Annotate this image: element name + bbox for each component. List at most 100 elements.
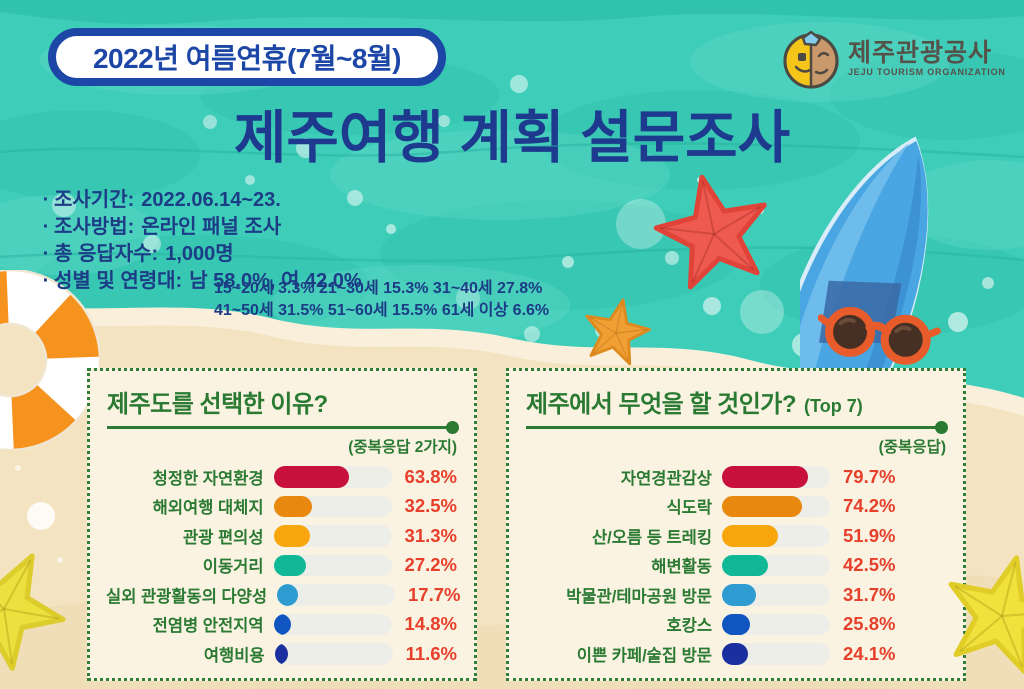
bar-track: [722, 495, 830, 517]
bar-value: 25.8%: [843, 613, 896, 635]
bar-fill: [273, 495, 312, 517]
title-underline-dot: [935, 421, 948, 434]
bar-row: 호캉스 25.8%: [526, 613, 946, 636]
bar-fill: [273, 525, 311, 547]
bar-fill: [273, 466, 349, 488]
chart-title-row: 제주에서 무엇을 할 것인가? (Top 7): [526, 384, 946, 419]
sand-circles: [15, 437, 63, 563]
bar-label: 청정한 자연환경: [152, 469, 264, 488]
chart-title-suffix: (Top 7): [804, 396, 863, 416]
chart-title: 제주도를 선택한 이유?: [107, 391, 328, 418]
surfboard-patch: [819, 280, 902, 343]
bar-fill: [722, 525, 779, 547]
bar-label: 관광 편의성: [183, 528, 264, 547]
bar-value: 14.8%: [404, 613, 457, 635]
bullet: ·: [42, 243, 50, 265]
bar-fill: [277, 584, 298, 606]
sunglasses: [818, 306, 941, 365]
bar-value: 31.7%: [843, 583, 896, 605]
bar-label: 여행비용: [203, 646, 265, 665]
bar-fill: [722, 495, 803, 517]
bar-row: 해외여행 대체지 32.5%: [107, 495, 457, 518]
bar-value: 63.8%: [404, 465, 457, 487]
bar-value: 11.6%: [405, 642, 457, 664]
page-title: 제주여행 계획 설문조사: [233, 106, 791, 170]
survey-info: · 조사기간: 2022.06.14~23. · 조사방법: 온라인 패널 조사…: [38, 183, 362, 292]
bar-label: 박물관/테마공원 방문: [566, 587, 712, 606]
info-value: 2022.06.14~23.: [141, 189, 281, 211]
bar-label: 이동거리: [202, 558, 264, 577]
bar-track: [273, 554, 392, 576]
bar-value: 31.3%: [404, 524, 457, 546]
info-label: 조사기간:: [54, 189, 135, 211]
org-logo: 제주관광공사 JEJU TOURISM ORGANIZATION: [782, 29, 1006, 89]
period-badge-label: 2022년 여름연휴(7월~8월): [92, 43, 402, 74]
info-value: 1,000명: [165, 243, 234, 265]
bar-row: 청정한 자연환경 63.8%: [107, 466, 457, 488]
bar-fill: [273, 613, 291, 635]
title-underline: [526, 421, 948, 434]
info-label: 성별 및 연령대:: [54, 270, 183, 292]
bullet: ·: [42, 270, 50, 292]
bar-value: 17.7%: [408, 583, 461, 605]
sea-wave-band: [0, 0, 1024, 25]
bar-row: 전염병 안전지역 14.8%: [107, 613, 457, 636]
bar-label: 호캉스: [666, 617, 712, 636]
bar-label: 해외여행 대체지: [152, 499, 264, 518]
bar-value: 32.5%: [404, 495, 457, 517]
bar-track: [273, 525, 392, 547]
bar-track: [722, 584, 830, 606]
starfish-red: [653, 174, 767, 290]
title-underline-dot: [446, 421, 459, 434]
bar-fill: [722, 554, 768, 576]
bar-value: 79.7%: [843, 465, 896, 487]
bar-row: 산/오름 등 트레킹 51.9%: [526, 525, 946, 547]
starfish-yellow-left: [0, 553, 66, 671]
chart-title: 제주에서 무엇을 할 것인가?: [526, 391, 797, 418]
bar-label: 이쁜 카페/술집 방문: [576, 646, 712, 665]
survey-info-line: · 총 응답자수: 1,000명: [38, 237, 362, 265]
bar-row: 여행비용 11.6%: [107, 643, 457, 665]
info-label: 총 응답자수:: [54, 243, 159, 265]
age-breakdown-line: 15~20세 3.3% 21~30세 15.3% 31~40세 27.8%: [214, 280, 543, 297]
bar-label: 전염병 안전지역: [152, 617, 264, 636]
title-underline: [107, 421, 459, 434]
bar-row: 식도락 74.2%: [526, 495, 946, 517]
bullet: ·: [42, 216, 50, 238]
chart-note: (중복응답 2가지): [348, 439, 457, 456]
bar-value: 74.2%: [843, 495, 896, 517]
bar-track: [274, 643, 393, 665]
bar-row: 이쁜 카페/술집 방문 24.1%: [526, 643, 946, 665]
bar-fill: [722, 584, 757, 606]
bar-track: [273, 495, 392, 517]
chart-title-row: 제주도를 선택한 이유?: [107, 384, 457, 419]
bar-track: [273, 613, 392, 635]
age-breakdown: 15~20세 3.3% 21~30세 15.3% 31~40세 27.8% 41…: [214, 278, 549, 322]
info-label: 조사방법:: [54, 216, 135, 238]
bar-value: 42.5%: [843, 554, 896, 576]
bar-rows: 청정한 자연환경 63.8% 해외여행 대체지 32.5% 관광 편의성 31.3% 이동거…: [106, 466, 461, 665]
chart-note: (중복응답): [878, 439, 946, 456]
starfish-orange: [585, 298, 651, 366]
org-name-korean: 제주관광공사: [848, 39, 993, 68]
bar-row: 이동거리 27.2%: [107, 554, 457, 577]
bar-track: [722, 466, 830, 488]
bar-value: 27.2%: [404, 554, 457, 576]
bar-track: [722, 554, 830, 576]
bar-track: [273, 466, 392, 488]
life-ring: [0, 270, 100, 450]
bar-fill: [722, 643, 749, 665]
info-value: 온라인 패널 조사: [141, 216, 282, 238]
bar-row: 실외 관광활동의 다양성 17.7%: [106, 583, 461, 606]
bar-value: 24.1%: [843, 642, 896, 664]
survey-info-line: · 조사방법: 온라인 패널 조사: [38, 210, 362, 238]
bar-label: 산/오름 등 트레킹: [591, 528, 712, 547]
bar-track: [722, 613, 830, 635]
bar-value: 51.9%: [843, 524, 896, 546]
age-breakdown-line: 41~50세 31.5% 51~60세 15.5% 61세 이상 6.6%: [214, 302, 550, 319]
bar-label: 해변활동: [651, 558, 712, 577]
survey-info-line: · 조사기간: 2022.06.14~23.: [38, 183, 362, 211]
period-badge: 2022년 여름연휴(7월~8월): [48, 28, 446, 86]
chart-box-reasons: 제주도를 선택한 이유? (중복응답 2가지) 청정한 자연환경 63.8% 해외여…: [87, 368, 477, 681]
